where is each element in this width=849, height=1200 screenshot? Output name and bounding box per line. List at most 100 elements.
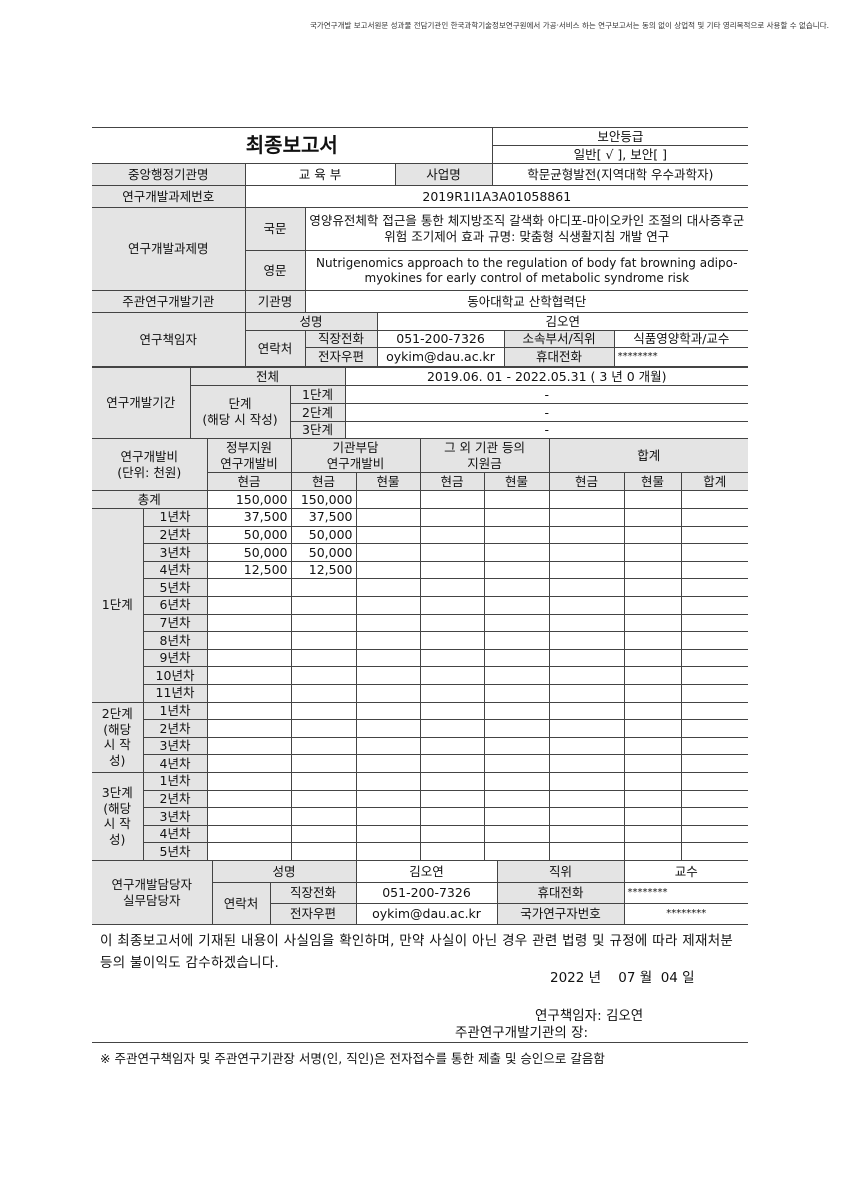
funding-row: 4년차 12,500 12,500 [92,560,749,580]
cell [680,824,749,844]
cell [548,807,625,826]
cell [680,595,749,615]
cell [355,771,421,791]
cell [483,789,550,809]
sum-cash-header: 현금 [548,472,625,491]
cell [548,631,625,650]
cell [483,736,550,756]
divider [92,1042,748,1043]
other-header: 그 외 기관 등의 지원금 [419,438,550,473]
org-cash-header: 현금 [290,472,357,491]
cell [623,824,682,844]
stage-1-value: - [344,385,749,404]
cell [355,736,421,756]
pi-mobile-label: 휴대전화 [503,347,615,367]
period-label: 연구개발기간 [92,367,191,439]
year-label: 3년차 [143,543,208,562]
period-table: 연구개발기간 전체 2019.06. 01 - 2022.05.31 ( 3 년 0… [92,367,749,439]
cell [483,771,550,791]
year-label: 11년차 [143,683,208,703]
cell [419,771,485,791]
cell [623,701,682,721]
cell [355,701,421,721]
org-cash [290,595,357,615]
cell [680,754,749,773]
cell [548,666,625,685]
funding-stage-label: 1단계 [92,508,144,703]
gov-cash [206,683,292,703]
cell [623,525,682,545]
pi-work-phone-label: 직장전화 [304,330,378,348]
gov-cash [206,666,292,685]
agency-value: 교 육 부 [244,163,396,186]
footnote: ※ 주관연구책임자 및 주관연구기관장 서명(인, 직인)은 전자접수를 통한 … [100,1051,605,1066]
cell [680,842,749,861]
project-no-label: 연구개발과제번호 [92,185,246,208]
cell [548,490,625,509]
cell [419,595,485,615]
cell [355,719,421,738]
staff-work-phone-label: 직장전화 [269,882,357,904]
gov-cash-header: 현금 [207,472,292,491]
funding-row: 2년차 50,000 50,000 [92,525,749,545]
gov-cash: 50,000 [206,543,292,562]
cell [483,719,550,738]
cell [483,648,550,668]
org-cash [290,613,357,633]
cell [548,560,625,580]
cell [623,666,682,685]
year-label: 2년차 [143,719,208,738]
title-en-label: 영문 [245,250,306,291]
year-label: 9년차 [143,648,208,668]
cell [419,631,485,650]
year-label: 6년차 [143,595,208,615]
year-label: 5년차 [143,578,208,597]
cell [483,560,550,580]
funding-row: 6년차 [92,595,749,615]
cell [680,719,749,738]
gov-cash [206,754,292,773]
pi-dept-label: 소속부서/직위 [503,330,615,348]
staff-work-phone: 051-200-7326 [355,882,498,904]
org-cash [290,842,357,861]
cell [623,719,682,738]
sum-inkind-header: 현물 [623,472,682,491]
stage-label: 단계 [228,396,252,412]
other-cash-header: 현금 [419,472,485,491]
cell [419,754,485,773]
cell [355,648,421,668]
cell [623,789,682,809]
cell [355,595,421,615]
funding-stage-label: 2단계 (해당 시 작 성) [92,701,144,773]
gov-cash [206,595,292,615]
year-label: 1년차 [142,771,208,791]
cell [483,631,550,650]
cell [623,595,682,615]
cell [623,648,682,668]
confirmation-statement: 이 최종보고서에 기재된 내용이 사실임을 확인하며, 만약 사실이 아닌 경우… [100,933,734,971]
sum-total-header: 합계 [680,472,749,491]
cell [419,683,485,703]
funding-row: 7년차 [92,613,749,633]
pi-email: oykim@dau.ac.kr [376,347,505,367]
cell [355,543,421,562]
cell [623,683,682,703]
cell [419,824,485,844]
cell [355,490,421,509]
gov-cash: 37,500 [206,508,292,527]
gov-cash [206,631,292,650]
cell [680,666,749,685]
org-inkind-header: 현물 [355,472,421,491]
year-label: 1년차 [142,508,208,527]
org-cash [290,648,357,668]
gov-cash [206,824,292,844]
cell [419,666,485,685]
funding-row: 4년차 [92,824,749,844]
cell [623,613,682,633]
org-cash [290,719,357,738]
cell [548,683,625,703]
cell [623,490,682,509]
funding-label: 연구개발비 (단위: 천원) [92,438,208,491]
cell [623,736,682,756]
funding-row: 3년차 [92,807,749,826]
